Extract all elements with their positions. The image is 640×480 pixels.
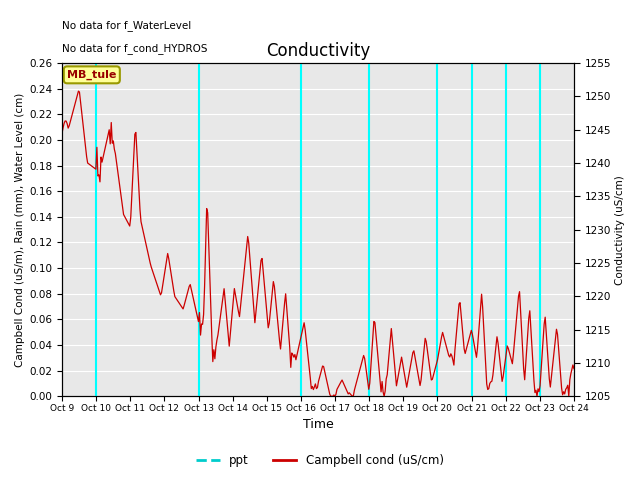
X-axis label: Time: Time [303,419,333,432]
Y-axis label: Campbell Cond (uS/m), Rain (mm), Water Level (cm): Campbell Cond (uS/m), Rain (mm), Water L… [15,93,25,367]
Text: No data for f_WaterLevel: No data for f_WaterLevel [62,20,191,31]
Y-axis label: Conductivity (uS/cm): Conductivity (uS/cm) [615,175,625,285]
Text: MB_tule: MB_tule [67,70,116,80]
Text: No data for f_cond_HYDROS: No data for f_cond_HYDROS [62,43,207,54]
Title: Conductivity: Conductivity [266,42,370,60]
Legend: ppt, Campbell cond (uS/cm): ppt, Campbell cond (uS/cm) [191,449,449,472]
